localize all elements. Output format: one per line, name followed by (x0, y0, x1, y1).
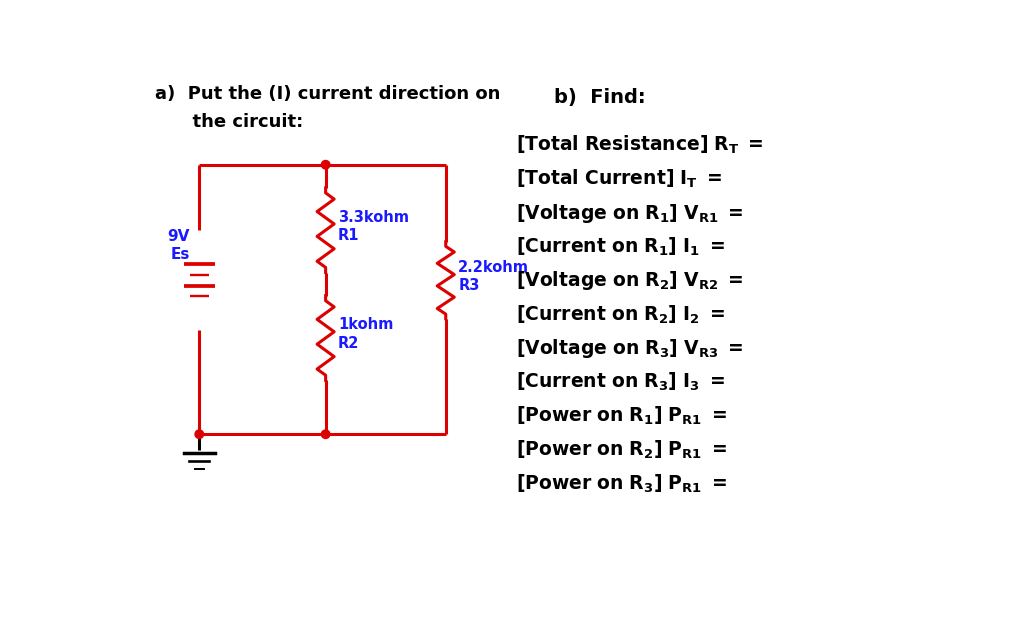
Text: the circuit:: the circuit: (155, 113, 303, 131)
Text: $\mathbf{[Power\ on\ R_3]\ P_{R1}\ =}$: $\mathbf{[Power\ on\ R_3]\ P_{R1}\ =}$ (515, 473, 727, 495)
Text: a)  Put the (I) current direction on: a) Put the (I) current direction on (155, 85, 501, 103)
Text: $\mathbf{[Voltage\ on\ R_3]\ V_{R3}\ =}$: $\mathbf{[Voltage\ on\ R_3]\ V_{R3}\ =}$ (515, 337, 743, 360)
Text: 2.2kohm
R3: 2.2kohm R3 (458, 259, 529, 293)
Text: 1kohm
R2: 1kohm R2 (338, 317, 393, 351)
Text: $\mathbf{[Power\ on\ R_2]\ P_{R1}\ =}$: $\mathbf{[Power\ on\ R_2]\ P_{R1}\ =}$ (515, 439, 727, 461)
Circle shape (322, 430, 330, 439)
Text: $\mathbf{[Total\ Current]\ I_T\ =}$: $\mathbf{[Total\ Current]\ I_T\ =}$ (515, 168, 721, 190)
Text: $\mathbf{[Current\ on\ R_1]\ I_1\ =}$: $\mathbf{[Current\ on\ R_1]\ I_1\ =}$ (515, 236, 724, 258)
Text: $\mathbf{[Power\ on\ R_1]\ P_{R1}\ =}$: $\mathbf{[Power\ on\ R_1]\ P_{R1}\ =}$ (515, 405, 727, 427)
Text: b)  Find:: b) Find: (554, 88, 646, 107)
Text: $\mathbf{[Current\ on\ R_2]\ I_2\ =}$: $\mathbf{[Current\ on\ R_2]\ I_2\ =}$ (515, 304, 724, 326)
Circle shape (195, 430, 204, 439)
Circle shape (322, 160, 330, 169)
Text: $\mathbf{[Total\ Resistance]\ R_T\ =}$: $\mathbf{[Total\ Resistance]\ R_T\ =}$ (515, 134, 763, 156)
Text: 9V
Es: 9V Es (168, 229, 190, 262)
Text: $\mathbf{[Current\ on\ R_3]\ I_3\ =}$: $\mathbf{[Current\ on\ R_3]\ I_3\ =}$ (515, 371, 724, 393)
Text: 3.3kohm
R1: 3.3kohm R1 (338, 210, 409, 243)
Text: $\mathbf{[Voltage\ on\ R_1]\ V_{R1}\ =}$: $\mathbf{[Voltage\ on\ R_1]\ V_{R1}\ =}$ (515, 202, 743, 225)
Text: $\mathbf{[Voltage\ on\ R_2]\ V_{R2}\ =}$: $\mathbf{[Voltage\ on\ R_2]\ V_{R2}\ =}$ (515, 269, 743, 292)
